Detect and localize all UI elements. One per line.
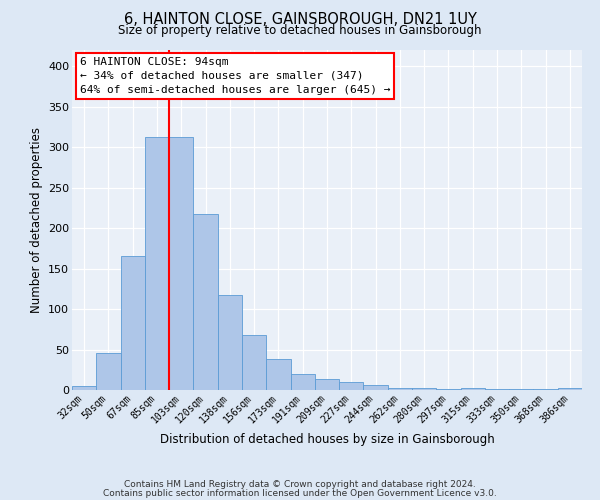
Bar	[364, 385, 388, 390]
Bar	[558, 388, 582, 390]
Bar	[193, 214, 218, 390]
Text: 6, HAINTON CLOSE, GAINSBOROUGH, DN21 1UY: 6, HAINTON CLOSE, GAINSBOROUGH, DN21 1UY	[124, 12, 476, 28]
Bar	[290, 374, 315, 390]
X-axis label: Distribution of detached houses by size in Gainsborough: Distribution of detached houses by size …	[160, 433, 494, 446]
Bar	[388, 388, 412, 390]
Bar	[485, 389, 509, 390]
Y-axis label: Number of detached properties: Number of detached properties	[29, 127, 43, 313]
Bar	[339, 382, 364, 390]
Bar	[266, 359, 290, 390]
Bar	[72, 386, 96, 390]
Bar	[242, 335, 266, 390]
Bar	[145, 136, 169, 390]
Bar	[509, 389, 533, 390]
Bar	[315, 380, 339, 390]
Bar	[169, 136, 193, 390]
Text: 6 HAINTON CLOSE: 94sqm
← 34% of detached houses are smaller (347)
64% of semi-de: 6 HAINTON CLOSE: 94sqm ← 34% of detached…	[80, 57, 390, 95]
Bar	[533, 389, 558, 390]
Bar	[461, 388, 485, 390]
Bar	[436, 389, 461, 390]
Bar	[121, 256, 145, 390]
Text: Size of property relative to detached houses in Gainsborough: Size of property relative to detached ho…	[118, 24, 482, 37]
Bar	[96, 353, 121, 390]
Bar	[218, 296, 242, 390]
Bar	[412, 388, 436, 390]
Text: Contains public sector information licensed under the Open Government Licence v3: Contains public sector information licen…	[103, 488, 497, 498]
Text: Contains HM Land Registry data © Crown copyright and database right 2024.: Contains HM Land Registry data © Crown c…	[124, 480, 476, 489]
